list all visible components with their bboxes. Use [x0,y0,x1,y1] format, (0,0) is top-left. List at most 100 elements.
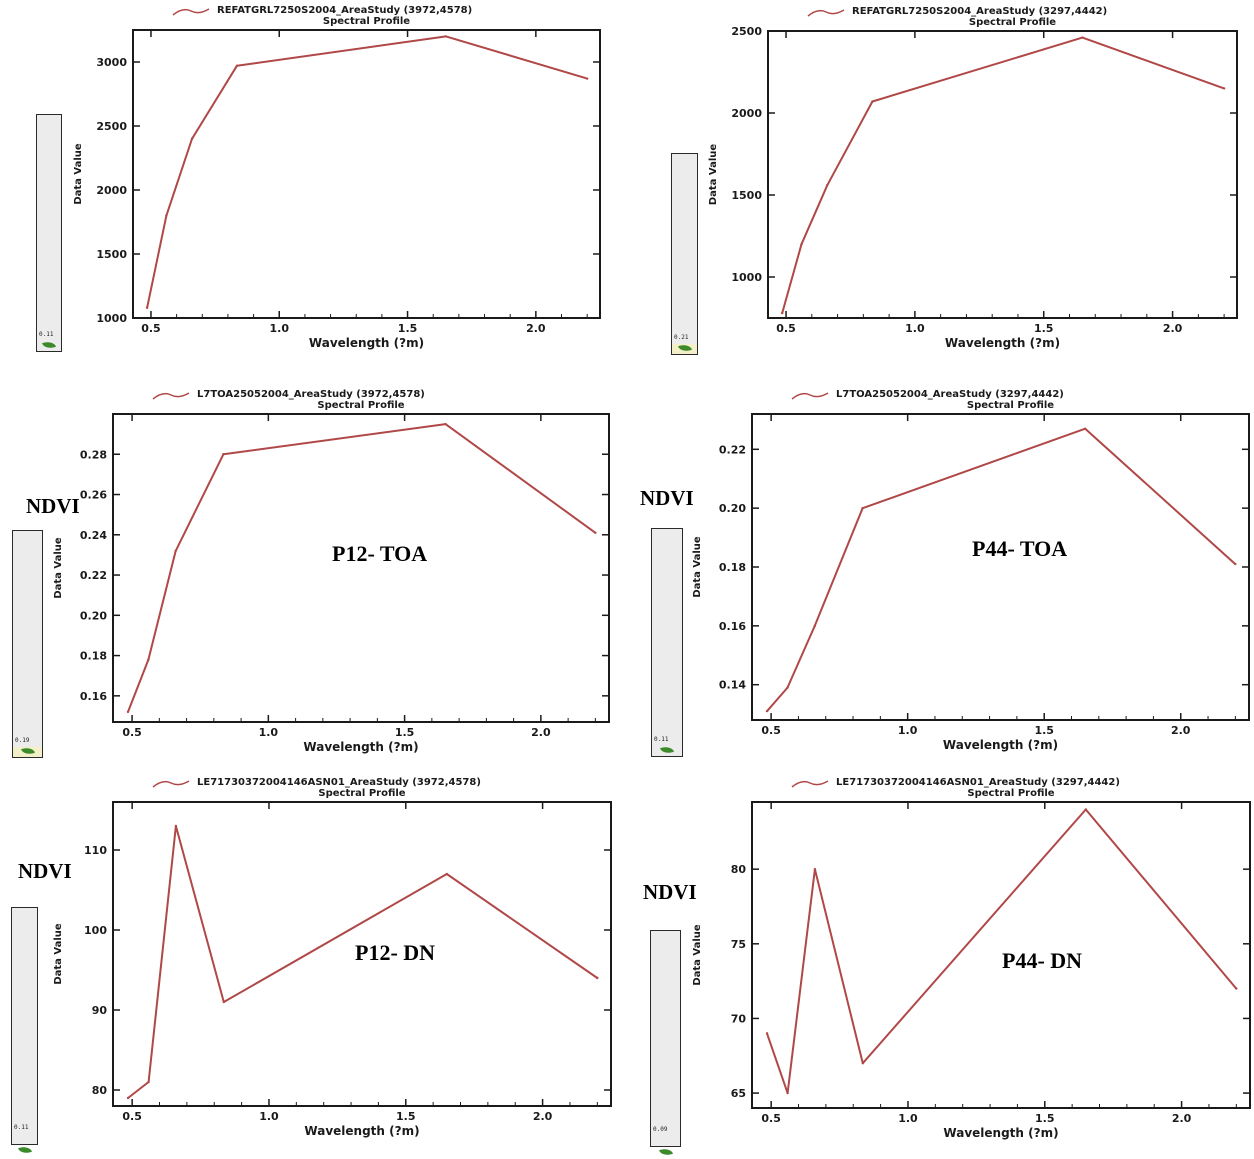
data-point [1083,427,1087,430]
legend-swatch [172,8,210,16]
data-point [1081,36,1084,39]
ndvi-label-p12-dn: NDVI [18,859,72,883]
series-line [766,427,1236,712]
x-axis-label: Wavelength (?m) [309,336,424,350]
ndvi-value: 0.11 [14,1124,29,1131]
ndvi-value: 0.11 [39,331,54,338]
x-tick-label: 0.5 [761,1112,781,1125]
ndvi-bar-p44-dn: 0.09 [650,930,681,1158]
ndvi-value: 0.11 [654,736,669,743]
y-tick-label: 1000 [96,312,127,325]
x-tick-label: 1.5 [396,1110,416,1123]
legend-entry: REFATGRL7250S2004_AreaStudy (3972,4578) [217,5,472,16]
data-point [444,422,447,426]
leaf-icon [41,339,57,351]
ndvi-bar-p12-toa: 0.19 [12,530,43,758]
data-point [445,872,449,876]
y-tick-label: 0.22 [719,443,746,456]
series-line [127,825,598,1099]
data-point [222,453,225,456]
legend-swatch [152,392,190,400]
y-tick-label: 1000 [731,271,762,284]
x-tick-label: 1.5 [398,322,418,335]
x-tick-label: 2.0 [1163,322,1183,335]
panel-label-p44-dn: P44- DN [1002,948,1083,973]
x-tick-label: 1.0 [898,1112,918,1125]
y-tick-label: 0.16 [719,620,746,633]
data-point [1222,87,1226,90]
ndvi-bar-p44-toa: 0.11 [651,528,683,757]
ndvi-value: 0.09 [653,1126,668,1133]
data-point [765,709,769,713]
panel-label-p12-toa: P12- TOA [332,541,428,566]
y-tick-label: 65 [731,1087,746,1100]
data-point [786,1091,789,1095]
y-axis-label: Data Value [73,143,84,205]
legend-entry: LE71730372004146ASN01_AreaStudy (3972,45… [197,777,481,788]
y-axis-label: Data Value [708,144,719,206]
x-tick-label: 1.0 [259,1110,279,1123]
legend-entry: REFATGRL7250S2004_AreaStudy (3297,4442) [852,6,1107,17]
series-line [146,35,588,309]
x-axis-label: Wavelength (?m) [304,1124,419,1138]
data-point [800,243,803,246]
data-point [444,35,448,38]
data-point [126,1096,130,1100]
ndvi-bar-p44-ref: 0.21 [671,153,698,355]
legend-swatch [791,392,829,400]
y-tick-label: 0.28 [80,448,107,461]
x-tick-label: 1.5 [395,726,415,739]
y-axis-label: Data Value [692,924,703,986]
data-point [145,306,149,309]
panel-label-p44-toa: P44- TOA [972,536,1068,561]
y-tick-label: 0.18 [80,650,107,663]
series-line [766,808,1238,1095]
x-tick-label: 1.0 [905,322,925,335]
plot-frame [767,30,1238,319]
x-tick-label: 2.0 [1171,724,1191,737]
data-point [1235,987,1238,990]
ndvi-value: 0.21 [674,334,689,341]
plot-frame [751,801,1251,1109]
legend-entry: LE71730372004146ASN01_AreaStudy (3297,44… [836,777,1120,788]
data-point [126,710,130,714]
data-point [165,214,168,217]
data-point [765,1032,769,1035]
x-tick-label: 2.0 [533,1110,553,1123]
data-point [813,624,817,628]
x-tick-label: 0.5 [761,724,781,737]
plot-frame [112,413,610,723]
y-axis-label: Data Value [53,537,64,599]
chart-title: Spectral Profile [969,17,1056,28]
data-point [1234,562,1237,566]
legend-swatch [791,780,829,788]
plot-frame [132,29,601,319]
data-point [861,506,864,510]
data-point [190,137,194,140]
y-tick-label: 110 [84,844,107,857]
x-tick-label: 2.0 [531,726,551,739]
ndvi-label-p44-toa: NDVI [640,486,694,510]
y-tick-label: 3000 [96,56,127,69]
data-point [147,658,150,661]
series-line [781,36,1225,314]
y-tick-label: 0.20 [80,609,107,622]
x-tick-label: 0.5 [141,322,161,335]
data-point [786,686,789,689]
y-tick-label: 0.26 [80,489,107,502]
y-tick-label: 70 [731,1012,747,1025]
plot-frame [112,801,612,1107]
y-tick-label: 0.22 [80,569,107,582]
y-tick-label: 0.14 [719,679,746,692]
data-point [594,531,597,534]
x-axis-label: Wavelength (?m) [943,738,1058,752]
y-tick-label: 0.20 [719,502,746,515]
y-tick-label: 0.24 [80,529,107,542]
x-tick-label: 1.5 [1034,322,1054,335]
y-tick-label: 1500 [96,248,127,261]
ndvi-label-p44-dn: NDVI [643,880,697,904]
y-tick-label: 2500 [96,120,127,133]
data-point [780,311,784,315]
ndvi-bar-p12-dn: 0.11 [11,907,38,1156]
